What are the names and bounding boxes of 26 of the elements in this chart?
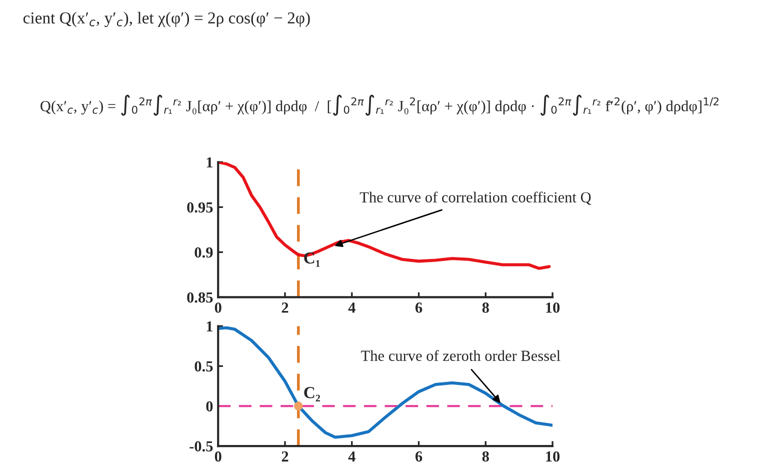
annotation: The curve of zeroth order Bessel [361,350,560,361]
y-tick-label: 0.85 [187,292,213,303]
text: Q(x′$_{c}$, y′$_{c}$) = ∫$_{0}$$^{2π}$∫$_{r₁}$$^{r₂}$ J₀[αρ′ + χ(φ′)] dρdφ / [∫$_{0}$$^{2π}$∫$_{r₁}$$^{r₂}$ J₀$^{2}$[αρ′ + χ(φ′)] dρdφ · ∫$_{0}$$^{2π}$∫$_{r₁}$$^{r₂}$ f̄′$^{2}$(ρ′, φ′) dρdφ]$^{1/2}$ [40,94,718,116]
y-tick-label: 1 [206,157,212,168]
ref-line-label: C₁ [304,252,320,267]
y-tick-label: 0.9 [194,247,213,258]
x-tick-label: 6 [415,451,422,462]
x-tick-label: 2 [282,451,288,462]
x-tick-label: 10 [546,302,560,313]
y-tick-label: -0.5 [190,441,213,452]
x-tick-label: 0 [214,302,222,313]
x-tick-label: 6 [415,302,422,313]
x-tick-label: 2 [282,302,288,313]
x-tick-label: 8 [482,302,489,313]
x-tick-label: 0 [214,451,222,462]
text: cient Q(x′$_{c}$, y′$_{c}$), let χ(φ′) = 2ρ cos(φ′ − 2φ) [23,12,310,28]
y-tick-label: 0.95 [187,202,213,213]
x-tick-label: 10 [546,451,560,462]
annotation: The curve of correlation coefficient Q [360,192,592,205]
x-tick-label: 8 [482,451,489,462]
x-tick-label: 4 [348,451,356,462]
y-tick-label: 0.5 [194,361,213,372]
y-tick-label: 1 [206,321,212,332]
x-tick-label: 4 [348,302,356,313]
y-tick-label: 0 [206,401,213,412]
ref-line-label: C₂ [304,387,320,402]
